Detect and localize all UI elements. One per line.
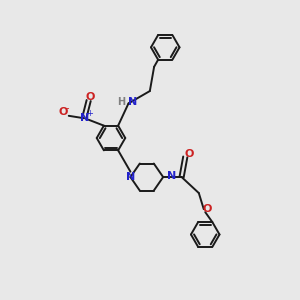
- Text: +: +: [86, 109, 93, 118]
- Text: O: O: [85, 92, 95, 102]
- Text: N: N: [126, 172, 135, 182]
- Text: N: N: [80, 113, 89, 123]
- Text: O: O: [58, 107, 68, 117]
- Text: O: O: [202, 203, 212, 214]
- Text: H: H: [117, 97, 125, 107]
- Text: N: N: [128, 97, 137, 107]
- Text: O: O: [184, 149, 194, 160]
- Text: N: N: [167, 172, 177, 182]
- Text: -: -: [65, 103, 69, 113]
